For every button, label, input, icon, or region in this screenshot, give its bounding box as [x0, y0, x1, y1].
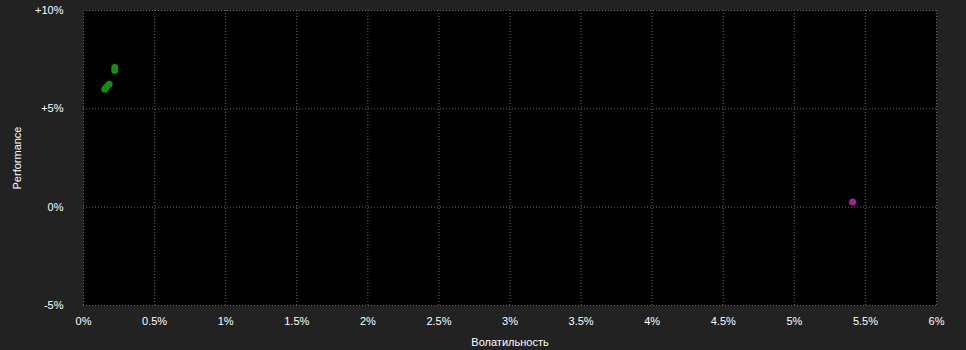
- svg-text:6%: 6%: [929, 315, 945, 327]
- svg-text:Волатильность: Волатильность: [471, 336, 549, 348]
- svg-text:3.5%: 3.5%: [569, 315, 594, 327]
- svg-text:2%: 2%: [360, 315, 376, 327]
- svg-text:0%: 0%: [76, 315, 92, 327]
- svg-text:Performance: Performance: [11, 127, 23, 190]
- svg-text:4%: 4%: [644, 315, 660, 327]
- svg-text:1%: 1%: [218, 315, 234, 327]
- svg-text:1.5%: 1.5%: [284, 315, 309, 327]
- svg-text:+10%: +10%: [35, 4, 64, 16]
- svg-text:-5%: -5%: [44, 299, 64, 311]
- svg-text:3%: 3%: [502, 315, 518, 327]
- svg-text:+5%: +5%: [41, 102, 64, 114]
- svg-text:0%: 0%: [48, 201, 64, 213]
- svg-text:5%: 5%: [786, 315, 802, 327]
- svg-text:0.5%: 0.5%: [142, 315, 167, 327]
- svg-text:5.5%: 5.5%: [853, 315, 878, 327]
- svg-text:4.5%: 4.5%: [711, 315, 736, 327]
- svg-text:2.5%: 2.5%: [426, 315, 451, 327]
